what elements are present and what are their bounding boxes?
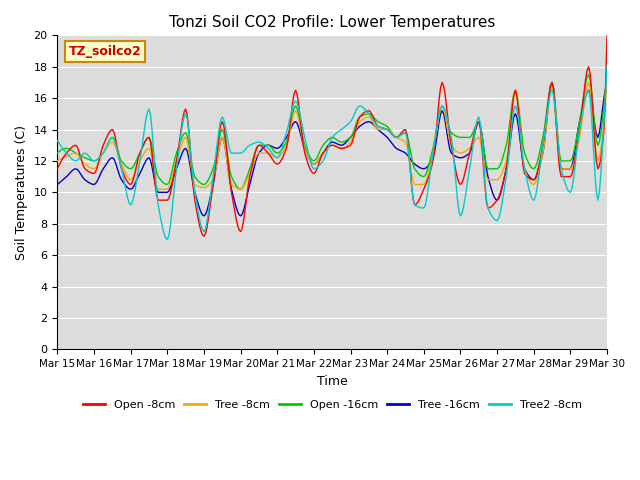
Legend: Open -8cm, Tree -8cm, Open -16cm, Tree -16cm, Tree2 -8cm: Open -8cm, Tree -8cm, Open -16cm, Tree -… — [78, 396, 586, 415]
Title: Tonzi Soil CO2 Profile: Lower Temperatures: Tonzi Soil CO2 Profile: Lower Temperatur… — [169, 15, 495, 30]
Y-axis label: Soil Temperatures (C): Soil Temperatures (C) — [15, 125, 28, 260]
Text: TZ_soilco2: TZ_soilco2 — [68, 45, 141, 58]
X-axis label: Time: Time — [317, 374, 348, 387]
